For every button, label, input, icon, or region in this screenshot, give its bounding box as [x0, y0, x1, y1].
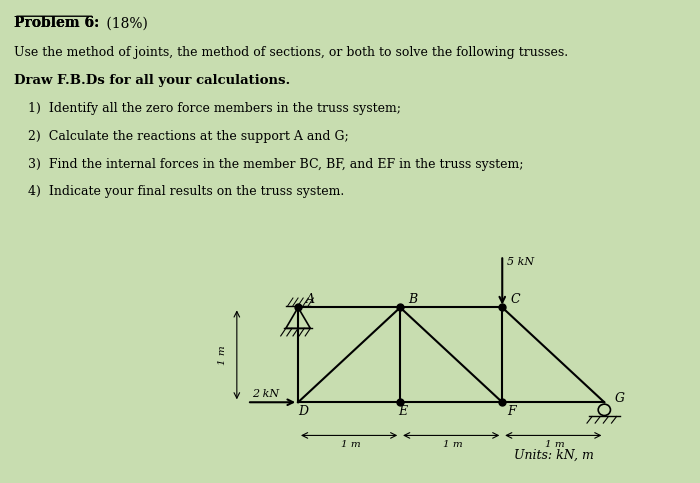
Text: (18%): (18%)	[102, 16, 148, 30]
Text: 2 kN: 2 kN	[252, 388, 279, 398]
Text: E: E	[398, 405, 407, 418]
Text: Problem 6:: Problem 6:	[14, 16, 99, 30]
Text: Draw F.B.Ds for all your calculations.: Draw F.B.Ds for all your calculations.	[14, 74, 290, 87]
Text: Units: kN, m: Units: kN, m	[514, 449, 594, 462]
Text: C: C	[510, 293, 520, 306]
Text: G: G	[615, 392, 624, 405]
Text: 1)  Identify all the zero force members in the truss system;: 1) Identify all the zero force members i…	[28, 102, 401, 115]
Text: 4)  Indicate your final results on the truss system.: 4) Indicate your final results on the tr…	[28, 185, 344, 199]
Text: 1 m: 1 m	[545, 440, 565, 449]
Text: 2)  Calculate the reactions at the support A and G;: 2) Calculate the reactions at the suppor…	[28, 130, 349, 143]
Text: 1 m: 1 m	[443, 440, 463, 449]
Text: D: D	[298, 405, 308, 418]
Text: 5 kN: 5 kN	[508, 257, 535, 267]
Text: 3)  Find the internal forces in the member BC, BF, and EF in the truss system;: 3) Find the internal forces in the membe…	[28, 157, 524, 170]
Text: Problem 6:: Problem 6:	[14, 16, 99, 30]
Text: 1 m: 1 m	[341, 440, 360, 449]
Text: B: B	[408, 293, 417, 306]
Text: Use the method of joints, the method of sections, or both to solve the following: Use the method of joints, the method of …	[14, 46, 568, 59]
Text: F: F	[508, 405, 516, 418]
Text: 1 m: 1 m	[218, 345, 228, 365]
Text: A: A	[307, 293, 315, 306]
